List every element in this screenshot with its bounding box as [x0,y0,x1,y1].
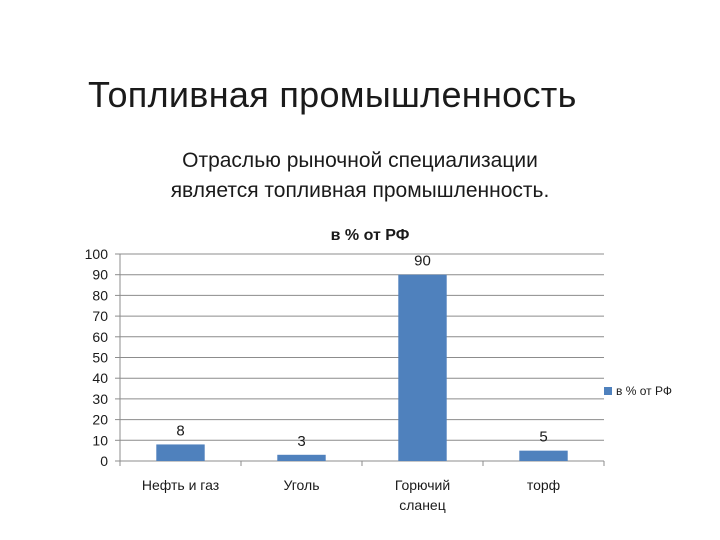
data-label: 5 [539,429,547,446]
y-tick-label: 30 [92,391,108,407]
data-label: 3 [297,433,305,450]
data-label: 8 [176,422,184,439]
y-tick-label: 0 [100,453,108,469]
y-tick-label: 80 [92,287,108,303]
bar [156,444,205,461]
x-tick-label: торф [527,477,560,493]
chart-legend: в % от РФ [604,384,672,398]
chart-title: в % от РФ [331,227,410,244]
legend-swatch [604,387,612,395]
y-tick-label: 90 [92,267,108,283]
y-tick-label: 100 [85,246,109,262]
subtitle-line-2: является топливная промышленность. [170,179,550,202]
bar [398,274,447,461]
x-tick-label-line: Горючий [395,477,450,493]
x-tick-label: Уголь [283,477,319,493]
y-tick-label: 50 [92,350,108,366]
y-tick-label: 60 [92,329,108,345]
bar [519,450,568,461]
slide-title: Топливная промышленность [88,74,577,115]
x-tick-label-line: сланец [399,497,446,513]
data-label: 90 [414,253,431,270]
bar [277,454,326,461]
y-tick-label: 40 [92,370,108,386]
x-tick-label: Горючий сланец [395,477,450,513]
slide-subtitle: Отраслью рыночной специализации является… [100,146,620,206]
x-tick-label-line: торф [527,477,560,493]
y-tick-label: 10 [92,432,108,448]
legend-label: в % от РФ [616,384,672,398]
subtitle-line-1: Отраслью рыночной специализации [182,149,538,172]
y-tick-label: 70 [92,308,108,324]
x-tick-label-line: Уголь [283,477,319,493]
x-tick-label-line: Нефть и газ [142,477,219,493]
x-tick-label: Нефть и газ [142,477,219,493]
y-tick-label: 20 [92,412,108,428]
